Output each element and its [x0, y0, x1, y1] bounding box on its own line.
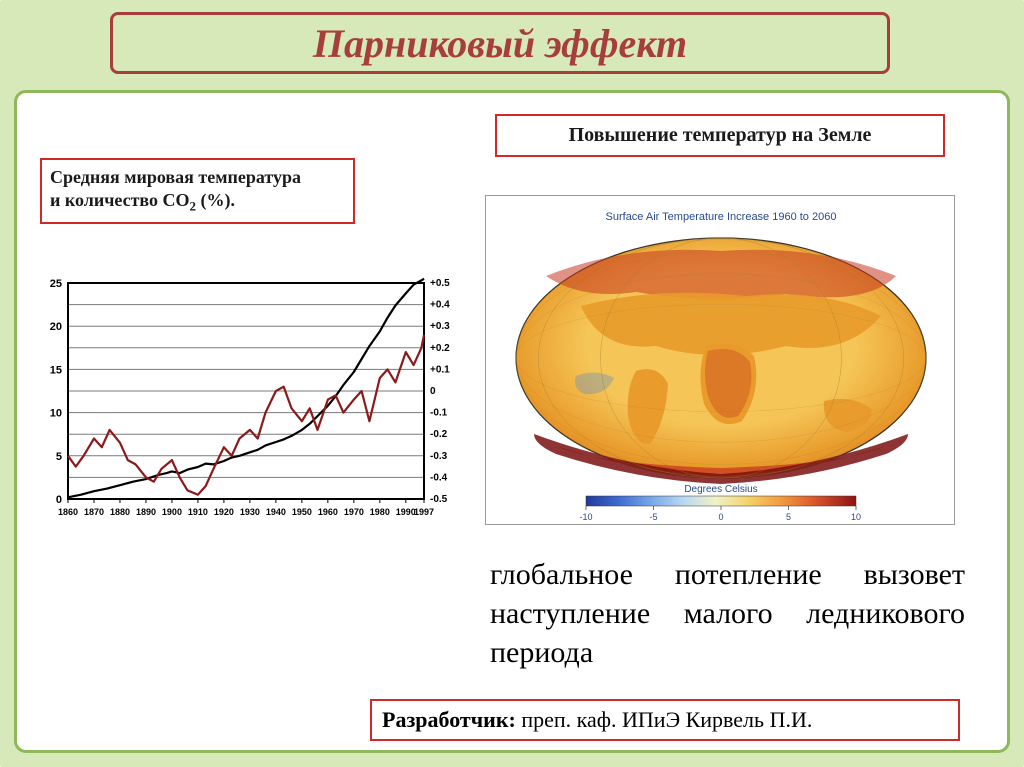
caption-left: Средняя мировая температура и количество… — [40, 158, 355, 224]
svg-text:1880: 1880 — [110, 507, 130, 517]
svg-text:-5: -5 — [649, 512, 657, 522]
svg-text:-0.5: -0.5 — [430, 494, 448, 505]
globe-svg: Surface Air Temperature Increase 1960 to… — [486, 196, 956, 526]
svg-text:1997: 1997 — [414, 507, 434, 517]
line-chart: 1860 1870 1880 1890 1900 1910 1920 1930 1940 1950… — [36, 275, 456, 535]
svg-text:1910: 1910 — [188, 507, 208, 517]
svg-text:1970: 1970 — [344, 507, 364, 517]
svg-text:1860: 1860 — [58, 507, 78, 517]
svg-text:1950: 1950 — [292, 507, 312, 517]
globe-heatmap: Surface Air Temperature Increase 1960 to… — [485, 195, 955, 525]
body-paragraph: глобальное потепление вызовет наступлени… — [490, 555, 965, 672]
svg-text:10: 10 — [851, 512, 861, 522]
svg-text:1990: 1990 — [396, 507, 416, 517]
svg-text:-0.4: -0.4 — [430, 472, 448, 483]
svg-text:+0.4: +0.4 — [430, 300, 450, 311]
svg-text:-0.3: -0.3 — [430, 451, 448, 462]
svg-text:-10: -10 — [579, 512, 592, 522]
caption-left-line2a: и количество CO — [50, 190, 190, 210]
svg-text:25: 25 — [50, 278, 62, 290]
svg-text:1940: 1940 — [266, 507, 286, 517]
svg-text:1900: 1900 — [162, 507, 182, 517]
footer-strong: Разработчик: — [382, 707, 516, 732]
svg-text:Surface Air Temperature Increa: Surface Air Temperature Increase 1960 to… — [606, 211, 837, 223]
svg-text:+0.3: +0.3 — [430, 321, 450, 332]
svg-text:1920: 1920 — [214, 507, 234, 517]
svg-text:+0.2: +0.2 — [430, 343, 450, 354]
svg-text:+0.5: +0.5 — [430, 278, 450, 289]
svg-text:10: 10 — [50, 408, 62, 420]
title-container: Парниковый эффект — [110, 12, 890, 74]
caption-left-line1: Средняя мировая температура — [50, 167, 301, 187]
chart-svg: 1860 1870 1880 1890 1900 1910 1920 1930 1940 1950… — [36, 275, 456, 535]
svg-text:Degrees Celsius: Degrees Celsius — [684, 484, 757, 495]
svg-text:5: 5 — [56, 451, 62, 463]
caption-right: Повышение температур на Земле — [495, 114, 945, 157]
svg-text:20: 20 — [50, 321, 62, 333]
footer-rest: преп. каф. ИПиЭ Кирвель П.И. — [516, 707, 813, 732]
svg-text:-0.2: -0.2 — [430, 429, 448, 440]
svg-text:1930: 1930 — [240, 507, 260, 517]
page-title: Парниковый эффект — [313, 20, 687, 67]
svg-text:1960: 1960 — [318, 507, 338, 517]
svg-text:1890: 1890 — [136, 507, 156, 517]
svg-text:-0.1: -0.1 — [430, 408, 448, 419]
svg-text:1870: 1870 — [84, 507, 104, 517]
svg-text:15: 15 — [50, 364, 62, 376]
svg-text:1980: 1980 — [370, 507, 390, 517]
svg-text:+0.1: +0.1 — [430, 364, 450, 375]
svg-text:5: 5 — [786, 512, 791, 522]
caption-left-line2b: (%). — [196, 190, 235, 210]
svg-text:0: 0 — [718, 512, 723, 522]
slide-root: Парниковый эффект Средняя мировая темпер… — [0, 0, 1024, 767]
caption-right-text: Повышение температур на Земле — [569, 124, 872, 146]
svg-text:0: 0 — [56, 494, 62, 506]
svg-text:0: 0 — [430, 386, 436, 397]
footer-credit: Разработчик: преп. каф. ИПиЭ Кирвель П.И… — [370, 699, 960, 741]
